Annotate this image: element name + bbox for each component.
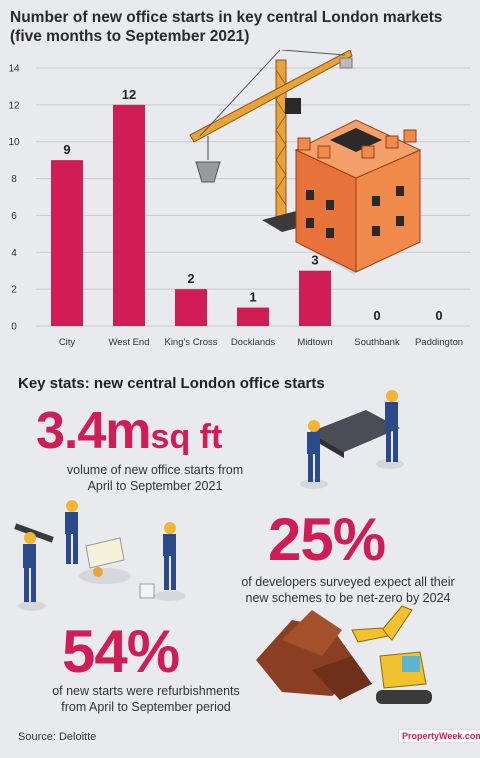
stat3-line2: from April to September period <box>61 700 231 714</box>
workers-carrying-panel-illustration <box>300 390 404 489</box>
x-tick-label: West End <box>108 337 149 348</box>
x-tick-label: Midtown <box>297 337 332 348</box>
y-axis: 0 2 4 6 8 10 12 14 <box>8 64 20 333</box>
y-tick-label: 12 <box>8 100 20 111</box>
y-tick-label: 14 <box>8 64 20 75</box>
stat2-value: 25% <box>268 506 386 573</box>
stat1-unit: sq ft <box>150 418 223 456</box>
source-note: Source: Deloitte <box>18 731 97 743</box>
y-tick-label: 2 <box>11 285 17 296</box>
x-axis: City West End King's Cross Docklands Midtown… <box>59 337 463 348</box>
stat1-line1: volume of new office starts from <box>66 463 244 477</box>
x-tick-label: King's Cross <box>164 337 217 348</box>
bar <box>299 270 331 326</box>
stat2-description: of developers surveyed expect all their … <box>218 574 478 606</box>
publisher-logo: PropertyWeek.com <box>398 729 480 743</box>
y-tick-label: 10 <box>8 137 20 148</box>
bar-value-label: 0 <box>373 308 380 323</box>
bar-value-label: 3 <box>311 253 318 268</box>
stat3-description: of new starts were refurbishments from A… <box>22 683 270 715</box>
chart-title: Number of new office starts in key centr… <box>10 9 443 45</box>
stat1-description: volume of new office starts from April t… <box>40 462 270 494</box>
workers-with-tools-illustration <box>14 500 186 611</box>
x-tick-label: Docklands <box>231 337 276 348</box>
stat1-value: 3.4msq ft <box>36 402 222 466</box>
grid-lines <box>36 67 470 327</box>
y-tick-label: 6 <box>11 211 17 222</box>
excavator-illustration <box>256 605 432 704</box>
bar-value-label: 0 <box>435 308 442 323</box>
bars <box>51 104 331 326</box>
stat2-line2: new schemes to be net-zero by 2024 <box>245 591 451 605</box>
bar-value-label: 2 <box>187 271 194 286</box>
y-tick-label: 8 <box>11 174 17 185</box>
stats-heading: Key stats: new central London office sta… <box>18 375 325 392</box>
x-tick-label: City <box>59 337 76 348</box>
stat1-number: 3.4m <box>36 402 152 460</box>
stat1-line2: April to September 2021 <box>87 479 223 493</box>
bar <box>237 307 269 326</box>
bar <box>113 104 145 326</box>
bar-value-label: 9 <box>63 142 70 157</box>
building-illustration <box>294 119 422 275</box>
bar-labels: 9 12 2 1 3 0 0 <box>63 87 442 323</box>
stat3-line1: of new starts were refurbishments <box>52 684 240 698</box>
x-tick-label: Paddington <box>415 337 463 348</box>
bar-value-label: 12 <box>122 87 136 102</box>
x-tick-label: Southbank <box>354 337 400 348</box>
stat2-line1: of developers surveyed expect all their <box>241 575 455 589</box>
stat3-value: 54% <box>62 618 180 685</box>
bar <box>175 289 207 326</box>
y-tick-label: 4 <box>11 248 17 259</box>
bar-value-label: 1 <box>249 290 256 305</box>
y-tick-label: 0 <box>11 322 17 333</box>
bar <box>51 160 83 326</box>
